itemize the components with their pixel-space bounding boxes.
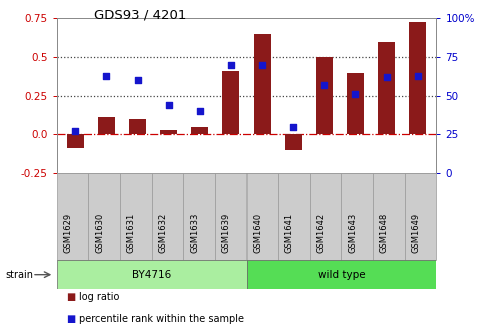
Point — [196, 109, 204, 114]
Text: GSM1633: GSM1633 — [190, 213, 199, 253]
Bar — [98, 117, 115, 134]
Text: GSM1639: GSM1639 — [222, 213, 231, 253]
Point — [414, 73, 422, 78]
Text: GSM1643: GSM1643 — [348, 213, 357, 253]
Point — [71, 129, 79, 134]
Bar — [405, 173, 436, 260]
Point — [289, 124, 297, 129]
Text: BY4716: BY4716 — [132, 270, 171, 280]
Point — [134, 78, 141, 83]
Bar — [278, 173, 310, 260]
Text: GSM1649: GSM1649 — [412, 213, 421, 253]
Point — [103, 73, 110, 78]
Bar — [246, 260, 436, 289]
Text: wild type: wild type — [317, 270, 365, 280]
Bar — [57, 173, 88, 260]
Text: GSM1630: GSM1630 — [95, 213, 104, 253]
Bar — [341, 173, 373, 260]
Text: percentile rank within the sample: percentile rank within the sample — [79, 314, 244, 324]
Bar — [409, 22, 426, 134]
Bar — [215, 173, 246, 260]
Text: GSM1648: GSM1648 — [380, 213, 389, 253]
Bar — [310, 173, 341, 260]
Bar — [222, 71, 240, 134]
Bar — [191, 127, 209, 134]
Point — [352, 91, 359, 97]
Point — [383, 75, 390, 80]
Text: ■: ■ — [67, 292, 76, 302]
Text: GDS93 / 4201: GDS93 / 4201 — [94, 8, 186, 22]
Bar — [120, 173, 152, 260]
Text: GSM1629: GSM1629 — [64, 213, 72, 253]
Bar — [152, 173, 183, 260]
Bar — [316, 57, 333, 134]
Point — [227, 62, 235, 68]
Text: log ratio: log ratio — [79, 292, 119, 302]
Bar — [67, 134, 84, 148]
Point — [258, 62, 266, 68]
Point — [320, 82, 328, 88]
Bar — [183, 173, 215, 260]
Text: GSM1631: GSM1631 — [127, 213, 136, 253]
Bar — [284, 134, 302, 150]
Text: strain: strain — [5, 270, 33, 280]
Point — [165, 102, 173, 108]
Bar — [246, 173, 278, 260]
Bar — [57, 260, 246, 289]
Bar — [347, 73, 364, 134]
Text: GSM1642: GSM1642 — [317, 213, 325, 253]
Bar — [160, 130, 177, 134]
Bar — [378, 42, 395, 134]
Text: GSM1640: GSM1640 — [253, 213, 262, 253]
Text: GSM1641: GSM1641 — [285, 213, 294, 253]
Bar — [253, 34, 271, 134]
Bar — [88, 173, 120, 260]
Bar — [373, 173, 405, 260]
Text: ■: ■ — [67, 314, 76, 324]
Bar — [129, 119, 146, 134]
Text: GSM1632: GSM1632 — [158, 213, 168, 253]
